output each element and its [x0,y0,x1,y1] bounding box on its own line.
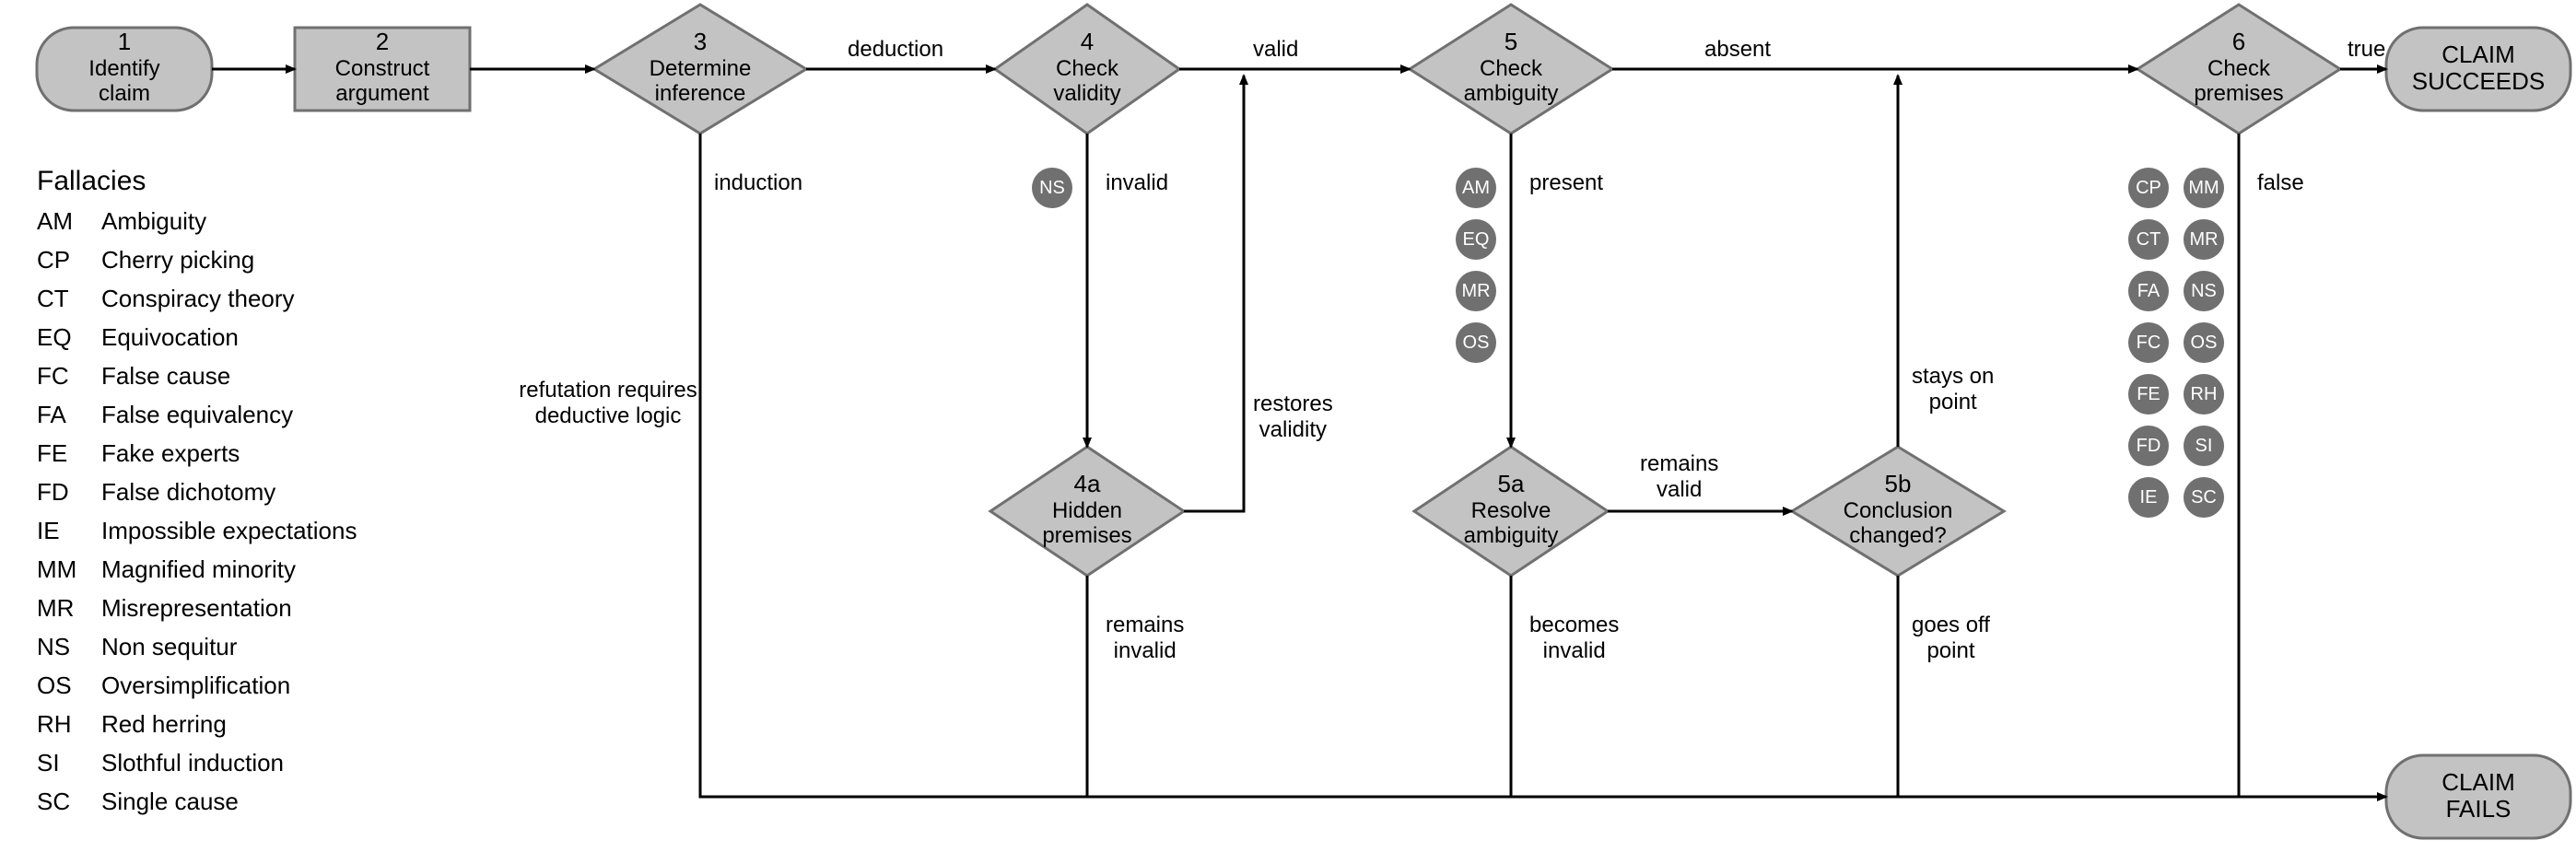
fallacy-row: EQEquivocation [37,323,239,352]
fallacy-row: IEImpossible expectations [37,517,357,545]
node-n5 [1410,5,1612,134]
fallacy-row: SCSingle cause [37,788,239,816]
fallacy-tag-EQ: EQ [1456,219,1496,260]
fallacy-tag-CP: CP [2128,168,2169,208]
fallacy-tag-OS: OS [2184,322,2224,363]
node-n3 [594,5,806,134]
node-fails [2386,755,2570,838]
node-n2 [295,28,470,111]
fallacy-row: SISlothful induction [37,749,284,777]
fallacy-tag-SI: SI [2184,426,2224,466]
node-n6 [2137,5,2340,134]
fallacy-tag-NS: NS [1032,168,1072,208]
fallacy-tag-SC: SC [2184,477,2224,518]
node-n5a [1414,447,1608,576]
fallacy-row: FDFalse dichotomy [37,478,275,507]
node-succeeds [2386,28,2570,111]
node-n5b [1792,447,2004,576]
fallacy-row: MRMisrepresentation [37,594,292,623]
fallacy-row: OSOversimplification [37,671,290,700]
fallacy-tag-FD: FD [2128,426,2169,466]
fallacy-tag-IE: IE [2128,477,2169,518]
fallacy-tag-MM: MM [2184,168,2224,208]
fallacy-row: NSNon sequitur [37,633,237,661]
fallacy-row: FCFalse cause [37,362,230,391]
fallacy-row: CTConspiracy theory [37,285,295,313]
node-n4 [995,5,1179,134]
node-n4a [990,447,1184,576]
fallacy-tag-FC: FC [2128,322,2169,363]
fallacy-row: FAFalse equivalency [37,401,293,429]
fallacy-tag-MR: MR [1456,271,1496,311]
fallacy-row: RHRed herring [37,710,227,739]
fallacy-tag-FA: FA [2128,271,2169,311]
fallacy-tag-AM: AM [1456,168,1496,208]
node-n1 [37,28,212,111]
fallacy-row: AMAmbiguity [37,207,206,236]
fallacy-tag-OS: OS [1456,322,1496,363]
fallacy-row: CPCherry picking [37,246,254,274]
fallacy-tag-FE: FE [2128,374,2169,414]
fallacy-tag-CT: CT [2128,219,2169,260]
fallacy-row: FEFake experts [37,439,240,468]
fallacies-title: Fallacies [37,166,146,197]
fallacy-row: MMMagnified minority [37,555,296,584]
fallacy-tag-RH: RH [2184,374,2224,414]
fallacy-tag-NS: NS [2184,271,2224,311]
fallacy-tag-MR: MR [2184,219,2224,260]
